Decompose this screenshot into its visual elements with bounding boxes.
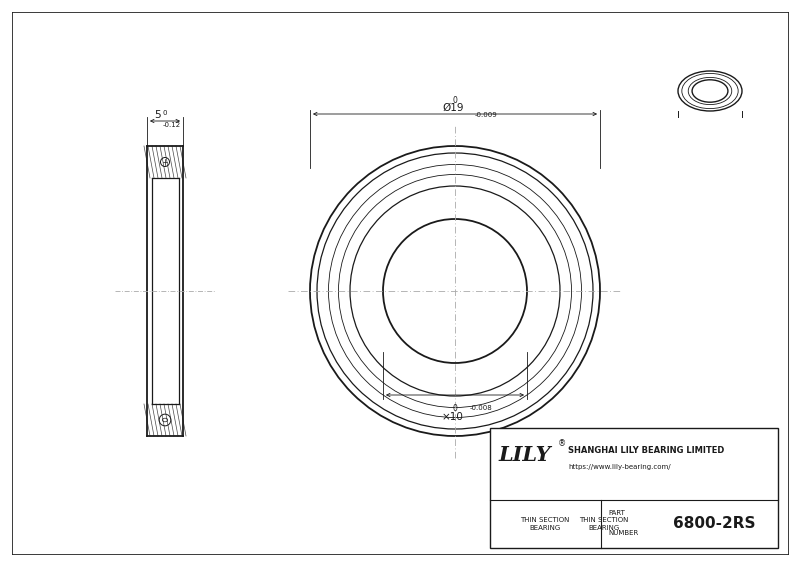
Text: ®: ®: [558, 439, 566, 448]
Text: ×10: ×10: [442, 412, 464, 422]
Text: 5: 5: [154, 110, 161, 120]
FancyBboxPatch shape: [490, 428, 778, 548]
Text: https://www.lily-bearing.com/: https://www.lily-bearing.com/: [568, 464, 670, 470]
Text: NUMBER: NUMBER: [608, 530, 638, 535]
Text: PART: PART: [608, 511, 625, 516]
Text: SHANGHAI LILY BEARING LIMITED: SHANGHAI LILY BEARING LIMITED: [568, 446, 724, 455]
Text: 0: 0: [453, 404, 458, 413]
Text: 0: 0: [453, 96, 458, 105]
Text: THIN SECTION
BEARING: THIN SECTION BEARING: [579, 517, 629, 531]
Text: -0.008: -0.008: [470, 405, 493, 411]
Text: -0.009: -0.009: [475, 112, 498, 118]
Text: -0.12: -0.12: [163, 122, 181, 128]
Text: LILY: LILY: [498, 445, 550, 465]
Text: THIN SECTION
BEARING: THIN SECTION BEARING: [520, 517, 570, 531]
Text: 6800-2RS: 6800-2RS: [674, 517, 756, 531]
Text: Ø19: Ø19: [442, 103, 464, 113]
Text: 0: 0: [162, 110, 167, 116]
